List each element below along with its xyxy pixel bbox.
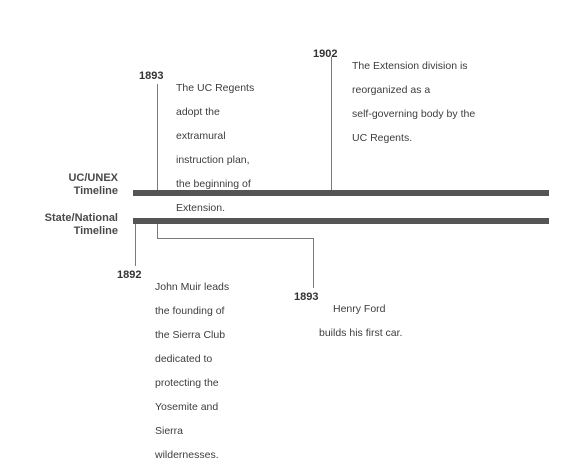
state-national-timeline-label: State/National Timeline bbox=[8, 212, 118, 238]
event-uc-1902: 1902 The Extension division is reorganiz… bbox=[313, 48, 533, 144]
connector-state-1893-run bbox=[157, 238, 313, 239]
event-text-line: reorganized as a bbox=[352, 84, 431, 96]
event-text-line: UC Regents. bbox=[352, 132, 413, 144]
event-year: 1893 bbox=[294, 291, 319, 303]
event-state-1892: 1892 John Muir leads the founding of the… bbox=[117, 269, 267, 461]
event-description: The Extension division is reorganized as… bbox=[352, 48, 475, 156]
event-uc-1893: 1893 The UC Regents adopt the extramural… bbox=[139, 70, 289, 214]
event-text-line: Yosemite and bbox=[155, 401, 219, 413]
event-description: The UC Regents adopt the extramural inst… bbox=[176, 70, 254, 226]
event-year: 1892 bbox=[117, 269, 142, 281]
connector-state-1892 bbox=[135, 224, 136, 266]
uc-label-line-1: UC/UNEX bbox=[68, 172, 118, 184]
event-text-line: instruction plan, bbox=[176, 154, 250, 166]
event-year: 1893 bbox=[139, 70, 164, 82]
uc-label-line-2: Timeline bbox=[73, 185, 118, 197]
event-state-1893: 1893 Henry Ford builds his first car. bbox=[294, 291, 474, 339]
connector-uc-1902 bbox=[331, 57, 332, 190]
timeline-diagram: UC/UNEX Timeline State/National Timeline… bbox=[8, 48, 549, 461]
state-label-line-2: Timeline bbox=[73, 225, 118, 237]
event-description: Henry Ford builds his first car. bbox=[319, 291, 402, 351]
event-text-line: Extension. bbox=[176, 202, 226, 214]
uc-unex-timeline-band bbox=[133, 190, 549, 196]
event-text-line: builds his first car. bbox=[319, 327, 403, 339]
event-text-line: the beginning of bbox=[176, 178, 251, 190]
event-text-line: The UC Regents bbox=[176, 82, 255, 94]
event-text-line: protecting the bbox=[155, 377, 219, 389]
connector-state-1893-rise bbox=[313, 238, 314, 288]
event-text-line: the founding of bbox=[155, 305, 225, 317]
event-text-line: the Sierra Club bbox=[155, 329, 226, 341]
event-text-line: wildernesses. bbox=[155, 449, 219, 461]
event-description: John Muir leads the founding of the Sier… bbox=[155, 269, 229, 473]
connector-uc-1893 bbox=[157, 84, 158, 190]
event-text-line: The Extension division is bbox=[352, 60, 468, 72]
event-year: 1902 bbox=[313, 48, 338, 60]
event-text-line: extramural bbox=[176, 130, 226, 142]
event-text-line: self-governing body by the bbox=[352, 108, 476, 120]
uc-unex-timeline-label: UC/UNEX Timeline bbox=[20, 172, 118, 198]
event-text-line: John Muir leads bbox=[155, 281, 230, 293]
state-label-line-1: State/National bbox=[44, 212, 118, 224]
event-text-line: Henry Ford bbox=[333, 303, 386, 315]
event-text-line: Sierra bbox=[155, 425, 184, 437]
event-text-line: dedicated to bbox=[155, 353, 213, 365]
state-national-timeline-band bbox=[133, 218, 549, 224]
event-text-line: adopt the bbox=[176, 106, 220, 118]
connector-state-1893-drop bbox=[157, 224, 158, 238]
